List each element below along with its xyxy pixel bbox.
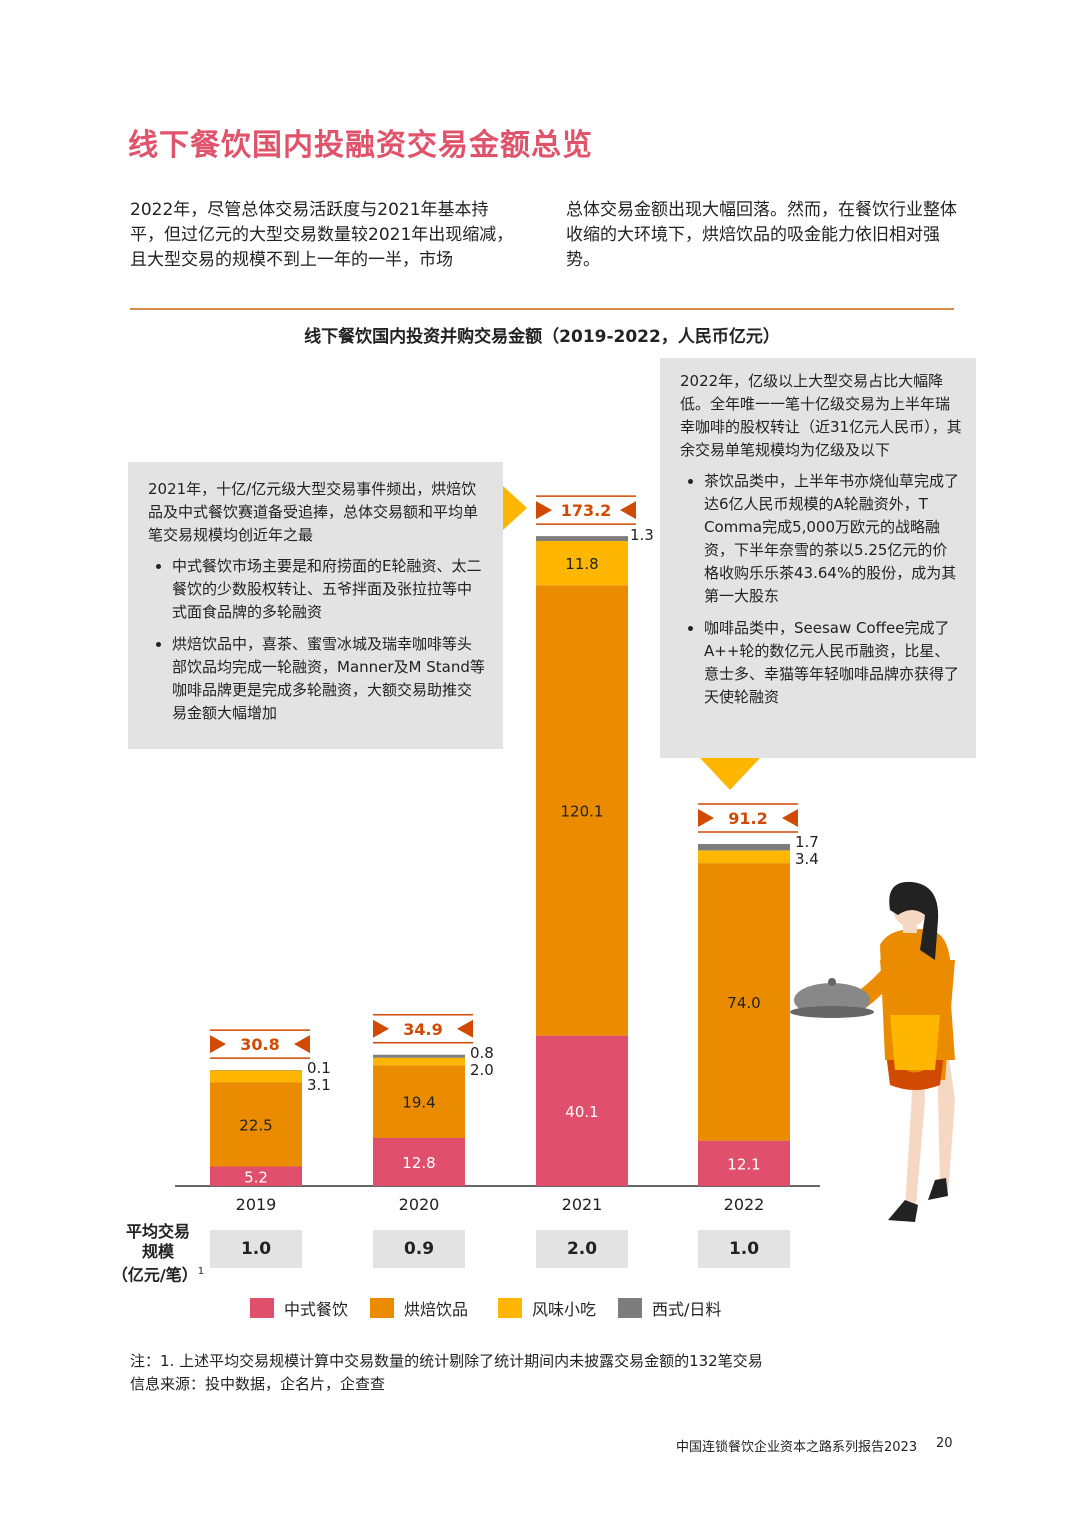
callout-2022: 2022年，亿级以上大型交易占比大幅降低。全年唯一一笔十亿级交易为上半年瑞幸咖啡… [660,358,976,758]
bar-segment [698,844,790,851]
legend-label: 西式/日料 [652,1300,722,1319]
avg-deal-size-label: 平均交易 规模 （亿元/笔）1 [110,1222,206,1285]
legend-item-snacks: 风味小吃 [498,1296,596,1320]
total-arrow-right [210,1035,226,1054]
legend-label: 风味小吃 [532,1300,597,1319]
data-label: 5.2 [244,1168,268,1186]
avg-label-line: 规模 [141,1242,174,1261]
callout-2021: 2021年，十亿/亿元级大型交易事件频出，烘焙饮品及中式餐饮赛道备受追捧，总体交… [128,462,503,749]
x-tick-label: 2021 [562,1195,603,1214]
avg-label-footnote: 1 [197,1266,205,1277]
footer-report-name: 中国连锁餐饮企业资本之路系列报告2023 [676,1440,918,1455]
data-label: 12.8 [402,1154,435,1172]
total-label: 34.9 [403,1020,442,1039]
total-arrow-right [698,809,714,827]
data-label: 3.4 [795,850,819,868]
x-tick-label: 2020 [399,1195,440,1214]
bar-segment [373,1065,465,1138]
avg-value-2019: 1.0 [210,1230,302,1268]
data-label: 2.0 [470,1061,494,1079]
data-label: 1.7 [795,833,819,851]
total-arrow-left [620,501,636,520]
avg-label-line: 平均交易 [125,1222,190,1241]
bar-segment [210,1070,302,1083]
x-tick-label: 2019 [236,1195,277,1214]
bar-segment [210,1082,302,1167]
avg-label-line: （亿元/笔）1 [110,1262,206,1285]
bar-segment [698,850,790,864]
data-label: 0.1 [307,1059,331,1077]
data-label: 19.4 [402,1094,435,1112]
total-arrow-right [373,1019,389,1038]
intro-paragraph-right: 总体交易金额出现大幅回落。然而，在餐饮行业整体收缩的大环境下，烘焙饮品的吸金能力… [566,200,957,270]
total-label: 30.8 [240,1035,279,1054]
total-arrow-left [294,1035,310,1054]
legend-swatch [250,1298,274,1318]
bar-segment [210,1166,302,1186]
stacked-bar-chart: 5.2 22.5 0.13.1 30.8 2019 12.8 19.4 0.82.0 34.9 2… [175,486,955,1222]
bar-segment [536,536,628,541]
bar-segment [698,1140,790,1186]
total-arrow-left [782,809,798,827]
data-label: 12.1 [727,1155,760,1173]
bar-segment [536,1035,628,1186]
data-label: 74.0 [727,994,760,1012]
legend-label: 烘焙饮品 [404,1300,469,1319]
data-label: 11.8 [565,555,598,573]
bar-segment [373,1138,465,1186]
callout-2022-heading: 2022年，亿级以上大型交易占比大幅降低。全年唯一一笔十亿级交易为上半年瑞幸咖啡… [680,372,962,459]
callout-2021-bullet: 烘焙饮品中，喜茶、蜜雪冰城及瑞幸咖啡等头部饮品均完成一轮融资，Manner及M … [172,633,485,725]
intro-paragraph-left: 2022年，尽管总体交易活跃度与2021年基本持平，但过亿元的大型交易数量较20… [130,200,514,270]
callout-left-pointer [503,486,527,530]
legend-item-bakery: 烘焙饮品 [370,1296,468,1320]
callout-right-pointer [700,758,760,790]
data-label: 0.8 [470,1044,494,1062]
bar-segment [698,863,790,1141]
total-arrow-left [457,1019,473,1038]
callout-2022-bullet: 茶饮品类中，上半年书亦烧仙草完成了达6亿人民币规模的A轮融资外，T Comma完… [704,470,962,608]
total-label: 91.2 [728,809,767,828]
x-tick-label: 2022 [724,1195,765,1214]
legend-swatch [370,1298,394,1318]
data-label: 1.3 [630,526,654,544]
bar-segment [373,1057,465,1066]
data-label: 120.1 [561,802,604,820]
bar-segment [373,1054,465,1058]
callout-2021-heading: 2021年，十亿/亿元级大型交易事件频出，烘焙饮品及中式餐饮赛道备受追捧，总体交… [148,480,479,544]
callout-2022-bullet: 咖啡品类中，Seesaw Coffee完成了A++轮的数亿元人民币融资，比星、意… [704,617,962,709]
page-number: 20 [936,1436,953,1451]
bar-segment [536,541,628,586]
avg-label-unit: （亿元/笔） [111,1265,198,1285]
data-label: 3.1 [307,1076,331,1094]
avg-value-2022: 1.0 [698,1230,790,1268]
bar-segment [536,585,628,1036]
avg-value-2021: 2.0 [536,1230,628,1268]
source-note: 信息来源：投中数据，企名片，企查查 [130,1375,386,1393]
footnote: 注：1. 上述平均交易规模计算中交易数量的统计剔除了统计期间内未披露交易金额的1… [130,1352,763,1370]
total-arrow-right [536,501,552,520]
data-label: 22.5 [239,1116,272,1134]
legend-item-western: 西式/日料 [618,1296,721,1320]
avg-value-2020: 0.9 [373,1230,465,1268]
legend-swatch [618,1298,642,1318]
total-label: 173.2 [561,501,612,520]
callout-2021-bullet: 中式餐饮市场主要是和府捞面的E轮融资、太二餐饮的少数股权转让、五爷拌面及张拉拉等… [172,555,485,624]
page-title: 线下餐饮国内投融资交易金额总览 [128,128,593,163]
data-label: 40.1 [565,1103,598,1121]
legend-label: 中式餐饮 [284,1300,349,1319]
chart-title: 线下餐饮国内投资并购交易金额（2019-2022，人民币亿元） [304,327,780,347]
legend-item-chinese: 中式餐饮 [250,1296,348,1320]
waitress-illustration [790,881,955,1222]
divider [130,308,954,310]
legend-swatch [498,1298,522,1318]
